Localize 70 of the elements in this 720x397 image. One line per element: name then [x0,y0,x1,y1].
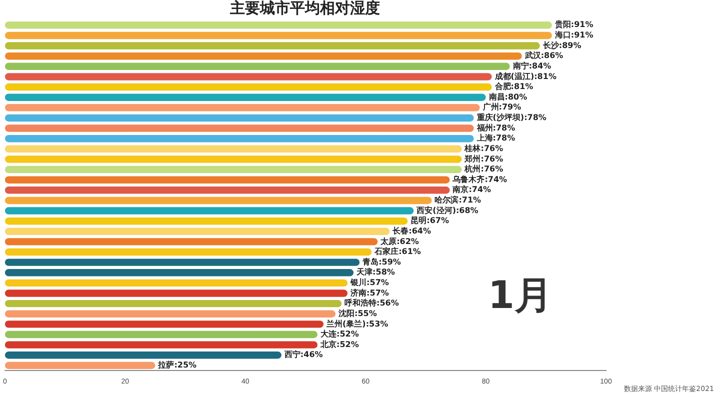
data-label: 北京:52% [319,340,359,349]
bar [4,269,354,276]
bar [4,124,474,132]
bar [4,104,480,112]
data-label: 长春:64% [392,226,431,236]
bar [4,279,348,287]
data-label: 呼和浩特:56% [344,298,399,308]
data-label: 合肥:81% [494,82,534,92]
data-label: 贵阳:91% [554,20,594,30]
bar [4,145,462,153]
bar [4,330,318,338]
bar [4,73,492,80]
data-label: 长沙:89% [542,40,582,50]
bar [4,352,282,359]
bar [4,114,474,122]
bar [4,52,522,60]
data-label: 上海:78% [476,134,516,143]
data-label: 天津:58% [356,268,395,277]
data-label: 成都(温江):81% [494,72,556,81]
bar [4,310,336,318]
bar [4,248,372,256]
data-label: 兰州(皋兰):53% [326,319,388,328]
data-label: 西安(泾河):68% [416,204,478,215]
bar [4,32,552,40]
bar [4,186,450,194]
bar [4,83,492,91]
bar [4,62,510,70]
data-label: 武汉:86% [524,51,564,60]
data-label: 青岛:59% [362,257,401,266]
chart-title: 主要城市平均相对湿度 [229,0,380,17]
data-label: 哈尔滨:71% [434,194,482,205]
data-label: 银川:57% [350,278,389,288]
bar [4,22,552,29]
data-label: 杭州:76% [464,164,504,174]
data-label: 昆明:67% [410,216,450,226]
data-label: 南宁:84% [512,60,552,70]
data-label: 乌鲁木齐:74% [452,174,508,184]
data-label: 广州:79% [482,102,522,112]
data-label: 桂林:76% [464,144,504,153]
bar [4,341,318,348]
data-label: 重庆(沙坪坝):78% [476,113,546,122]
annotation: 1月 [488,272,552,319]
bar [4,362,156,370]
data-label: 济南:57% [350,287,389,298]
bar [4,42,540,50]
bar [4,156,462,163]
data-label: 郑州:76% [464,154,504,164]
data-label: 海口:91% [554,30,594,40]
bar [4,228,390,235]
bar [4,207,414,214]
data-label: 石家庄:61% [374,246,421,256]
bar [4,258,360,266]
bar [4,166,462,174]
data-label: 大连:52% [320,330,359,339]
bar [4,94,486,101]
data-label: 南昌:80% [488,92,528,102]
bar [4,238,378,246]
data-label: 福州:78% [476,123,516,132]
data-label: 沈阳:55% [338,308,377,318]
bar [4,320,324,328]
bar [4,290,348,297]
bar [4,217,408,225]
data-label: 南京:74% [452,185,492,194]
data-label: 太原:62% [380,236,419,246]
bar [4,134,474,142]
data-label: 西宁:46% [283,349,323,360]
bar [4,176,450,184]
bar [4,300,342,308]
data-label: 拉萨:25% [157,360,197,370]
bar [4,196,432,204]
